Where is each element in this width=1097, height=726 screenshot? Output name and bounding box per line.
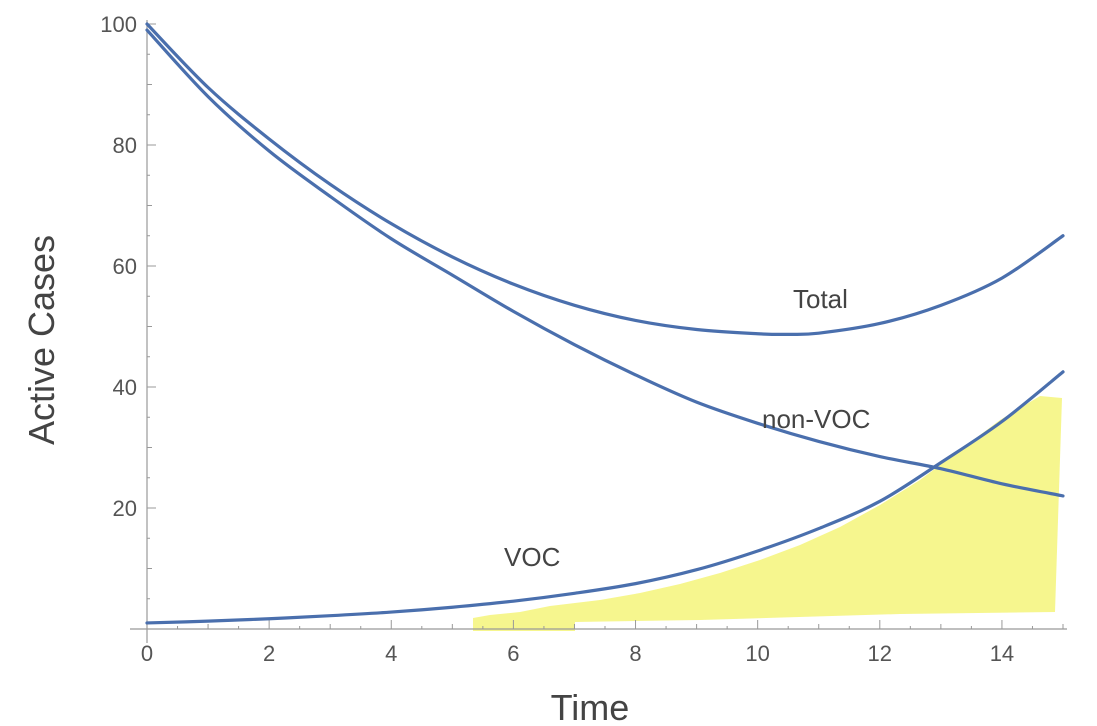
x-tick-label: 12 xyxy=(868,641,892,666)
series-line-non-voc xyxy=(145,28,1065,498)
x-tick-label: 0 xyxy=(141,641,153,666)
series-layer xyxy=(145,22,1065,625)
y-axis-title: Active Cases xyxy=(21,235,62,445)
highlight-region xyxy=(473,396,1062,631)
x-axis-title: Time xyxy=(551,687,630,726)
x-tick-label: 14 xyxy=(990,641,1014,666)
x-tick-label: 10 xyxy=(745,641,769,666)
y-tick-label: 80 xyxy=(113,133,137,158)
x-tick-label: 2 xyxy=(263,641,275,666)
y-tick-label: 20 xyxy=(113,496,137,521)
label-voc: VOC xyxy=(504,542,560,572)
label-total: Total xyxy=(793,284,848,314)
x-ticks: 0 2 4 6 8 10 12 14 xyxy=(141,620,1064,666)
series-line-voc xyxy=(145,370,1065,625)
y-ticks: 20 40 60 80 100 xyxy=(100,12,156,630)
x-tick-label: 4 xyxy=(385,641,397,666)
y-tick-label: 40 xyxy=(113,375,137,400)
x-tick-label: 8 xyxy=(629,641,641,666)
y-tick-label: 100 xyxy=(100,12,137,37)
y-tick-label: 60 xyxy=(113,254,137,279)
axes: 0 2 4 6 8 10 12 14 20 40 60 80 100 xyxy=(100,12,1067,666)
x-tick-label: 6 xyxy=(507,641,519,666)
series-line-total xyxy=(145,22,1065,337)
label-non-voc: non-VOC xyxy=(762,404,870,434)
